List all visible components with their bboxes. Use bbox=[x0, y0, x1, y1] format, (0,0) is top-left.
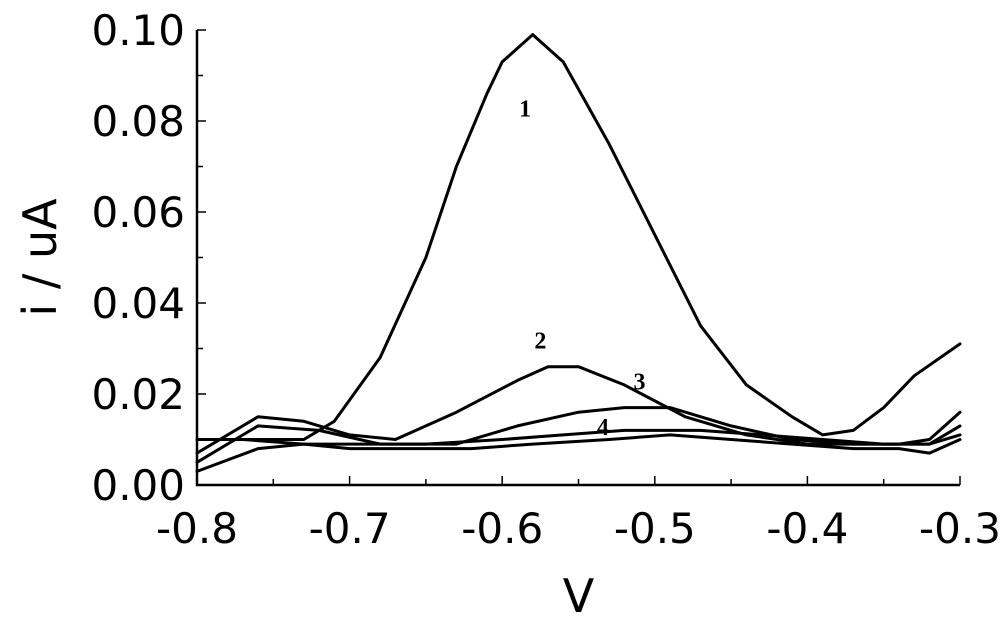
y-tick-label: 0.10 bbox=[91, 6, 185, 55]
series-label-3: 3 bbox=[634, 369, 646, 395]
x-tick-label: -0.7 bbox=[309, 504, 391, 553]
x-tick-label: -0.5 bbox=[614, 504, 696, 553]
series-labels: 1 2 34 bbox=[519, 96, 645, 441]
series-line-1 bbox=[195, 33, 962, 441]
x-tick-label: -0.3 bbox=[919, 504, 1000, 553]
y-tick-label: 0.00 bbox=[91, 461, 185, 510]
y-tick-label: 0.04 bbox=[91, 279, 185, 328]
series-line-unlabeled-4 bbox=[195, 433, 962, 455]
x-axis-ticks: -0.8 -0.7 -0.6 -0.5 -0.4 -0.3 bbox=[156, 476, 1000, 553]
series-label-2: 2 bbox=[534, 329, 546, 355]
y-tick-label: 0.08 bbox=[91, 97, 185, 146]
series-label-1: 1 bbox=[519, 96, 531, 122]
axis-lines bbox=[195, 30, 960, 487]
y-axis-ticks: 0.00 0.02 0.04 0.06 0.08 0.10 bbox=[91, 6, 206, 510]
x-tick-label: -0.8 bbox=[156, 504, 238, 553]
x-tick-label: -0.6 bbox=[461, 504, 543, 553]
series-label-4: 4 bbox=[597, 415, 609, 441]
series-layer bbox=[195, 33, 962, 473]
y-tick-label: 0.02 bbox=[91, 370, 185, 419]
x-axis-title: V bbox=[563, 569, 595, 623]
y-tick-label: 0.06 bbox=[91, 188, 185, 237]
x-tick-label: -0.4 bbox=[766, 504, 848, 553]
y-axis-title: i / uA bbox=[13, 198, 67, 317]
